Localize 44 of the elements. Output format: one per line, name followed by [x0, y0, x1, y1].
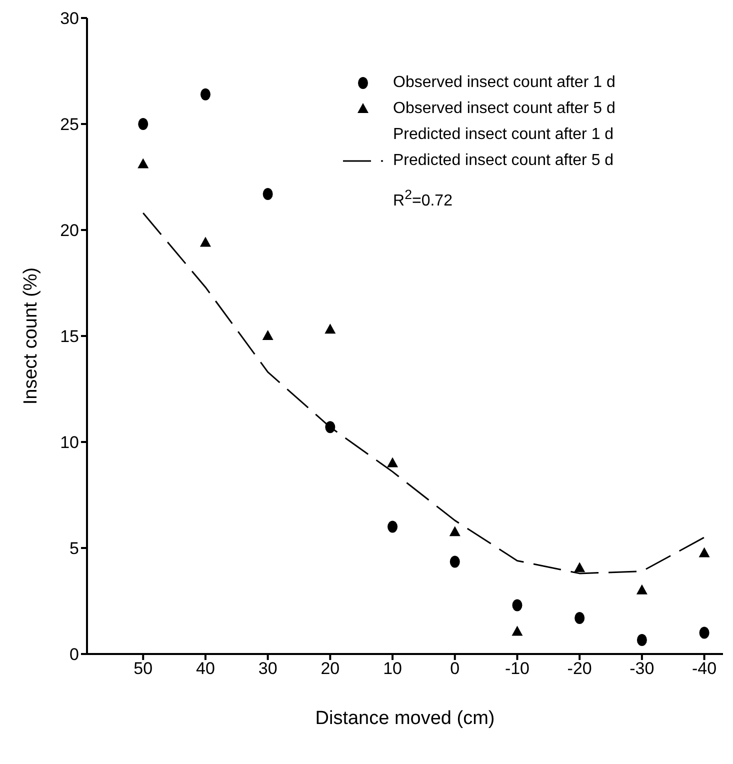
- x-tick-label: -40: [692, 659, 717, 678]
- legend-label: Observed insect count after 5 d: [393, 99, 616, 119]
- legend-label: Observed insect count after 1 d: [393, 73, 616, 93]
- x-tick-label: -10: [504, 659, 530, 678]
- y-tick-label: 10: [60, 433, 79, 452]
- y-axis-title: Insect count (%): [20, 267, 42, 405]
- x-tick-label: 30: [258, 659, 278, 678]
- point: [138, 118, 148, 130]
- point: [262, 330, 274, 340]
- point: [200, 236, 211, 247]
- x-tick-label: -20: [567, 659, 592, 678]
- x-tick-label: 10: [383, 659, 402, 678]
- point: [512, 626, 523, 636]
- point: [636, 634, 647, 646]
- legend-label: Predicted insect count after 5 d: [393, 151, 614, 171]
- x-tick-label: 50: [134, 659, 153, 678]
- annotation: R$^{2}$=0.72: [392, 186, 454, 212]
- point: [262, 188, 273, 200]
- point: [574, 612, 585, 624]
- point: [450, 556, 460, 568]
- y-tick-label: 20: [60, 221, 79, 240]
- x-tick-label: 40: [196, 659, 215, 678]
- point: [574, 562, 586, 572]
- point: [387, 457, 398, 468]
- point: [636, 584, 648, 594]
- point: [698, 547, 710, 558]
- point: [200, 88, 210, 100]
- point: [324, 324, 336, 334]
- y-tick-label: 25: [60, 115, 79, 134]
- point: [449, 526, 460, 536]
- line-series: [142, 212, 706, 574]
- point: [699, 626, 710, 639]
- x-tick-label: 20: [320, 659, 340, 678]
- y-tick-label: 5: [70, 539, 79, 558]
- x-tick-label: -30: [630, 659, 654, 678]
- y-tick-label: 30: [60, 9, 79, 28]
- point: [512, 599, 522, 612]
- point: [138, 158, 149, 168]
- y-tick-label: 15: [60, 327, 79, 346]
- y-tick-label: 0: [70, 645, 79, 664]
- point: [388, 520, 398, 533]
- x-tick-label: 0: [450, 659, 460, 678]
- x-axis-title: Distance moved (cm): [315, 708, 495, 729]
- annotation: Predicted insect count after 1 d: [393, 125, 614, 145]
